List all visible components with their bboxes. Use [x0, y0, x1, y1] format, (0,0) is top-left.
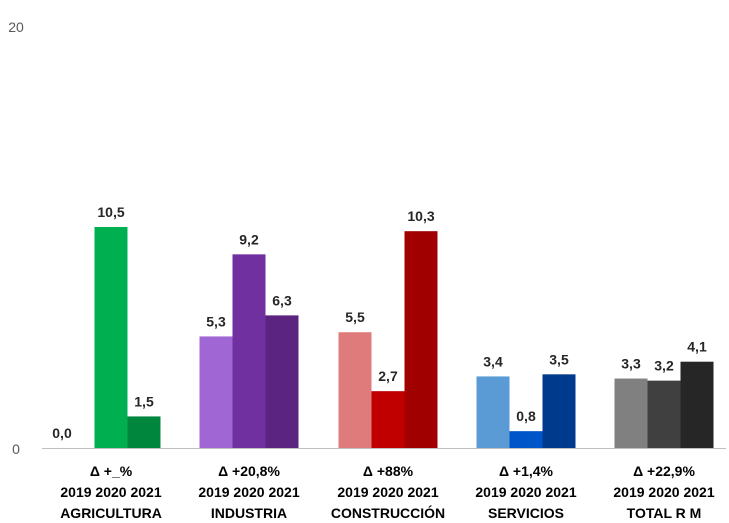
data-label: 3,3	[621, 356, 641, 372]
category-years-label: 2019 2020 2021	[60, 484, 161, 500]
data-label: 5,5	[345, 309, 365, 325]
data-label: 3,5	[549, 351, 569, 367]
category-delta-label: Δ +_%	[90, 463, 133, 479]
bar	[680, 361, 714, 448]
category-years-label: 2019 2020 2021	[198, 484, 299, 500]
data-label: 6,3	[272, 292, 292, 308]
category-delta-label: Δ +20,8%	[218, 463, 280, 479]
bar	[404, 231, 438, 448]
bar	[542, 374, 576, 448]
data-label: 0,8	[516, 408, 536, 424]
category-delta-label: Δ +88%	[363, 463, 414, 479]
category-name-label: INDUSTRIA	[211, 505, 287, 521]
data-label: 10,5	[97, 204, 124, 220]
data-label: 10,3	[407, 208, 434, 224]
bar	[509, 431, 543, 448]
bar	[647, 380, 681, 448]
category-delta-label: Δ +1,4%	[499, 463, 554, 479]
category-name-label: TOTAL R M	[627, 505, 702, 521]
category-years-label: 2019 2020 2021	[475, 484, 576, 500]
data-label: 4,1	[687, 339, 707, 355]
data-label: 9,2	[239, 231, 259, 247]
bar	[614, 378, 648, 448]
bar	[338, 332, 372, 448]
data-label: 5,3	[206, 313, 226, 329]
bar	[94, 226, 128, 448]
bar	[232, 254, 266, 448]
category-years-label: 2019 2020 2021	[337, 484, 438, 500]
y-tick-label: 0	[12, 441, 20, 457]
category-delta-label: Δ +22,9%	[633, 463, 695, 479]
data-label: 1,5	[134, 393, 154, 409]
category-name-label: SERVICIOS	[488, 505, 564, 521]
data-label: 3,2	[654, 358, 674, 374]
y-tick-label: 20	[8, 19, 24, 35]
bar	[476, 376, 510, 448]
category-name-label: CONSTRUCCIÓN	[331, 504, 445, 521]
bar	[199, 336, 233, 448]
bar	[265, 315, 299, 448]
data-label: 2,7	[378, 368, 398, 384]
bar	[127, 416, 161, 448]
bar	[371, 391, 405, 448]
category-years-label: 2019 2020 2021	[613, 484, 714, 500]
data-label: 3,4	[483, 353, 503, 369]
category-name-label: AGRICULTURA	[60, 505, 162, 521]
data-label: 0,0	[52, 425, 72, 441]
